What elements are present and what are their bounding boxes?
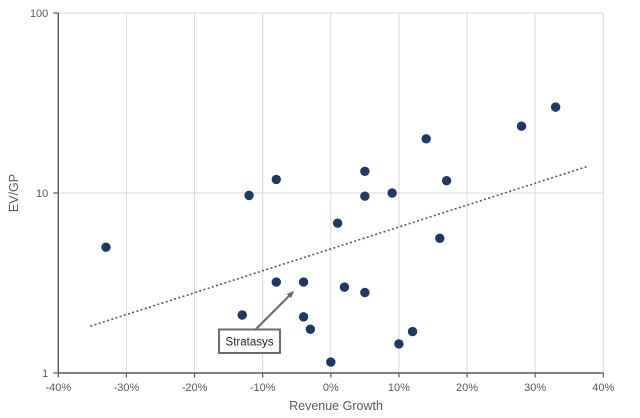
- data-point[interactable]: [360, 287, 370, 298]
- data-point[interactable]: [271, 277, 281, 287]
- tick-labels: -40% -30% -20% -10% 0% 10% 20% 30% 40% 1 10 100: [30, 8, 615, 394]
- data-point[interactable]: [360, 191, 370, 201]
- annotation-label: Stratasys: [226, 337, 274, 349]
- trendline: [90, 165, 589, 327]
- data-point[interactable]: [550, 102, 561, 112]
- x-tick-label: 0%: [323, 382, 339, 394]
- data-point[interactable]: [339, 282, 350, 292]
- x-tick-label: -20%: [182, 382, 208, 394]
- data-point[interactable]: [271, 174, 281, 185]
- annotation-callout: Stratasys: [218, 290, 295, 354]
- annotation-arrow: [255, 290, 295, 330]
- data-point[interactable]: [360, 166, 370, 176]
- x-tick-label: -10%: [250, 382, 276, 394]
- y-axis-title: EV/GP: [7, 174, 21, 212]
- data-point-stratasys[interactable]: [298, 277, 309, 287]
- annotation-box[interactable]: [218, 328, 281, 354]
- data-point[interactable]: [101, 242, 111, 252]
- data-point[interactable]: [244, 190, 254, 201]
- x-tick-label: 20%: [456, 382, 478, 394]
- data-point[interactable]: [516, 121, 527, 131]
- y-tick-label: 100: [30, 8, 48, 20]
- y-tick-label: 1: [42, 368, 48, 380]
- data-point[interactable]: [394, 339, 404, 349]
- data-point[interactable]: [332, 218, 343, 228]
- x-tick-label: 10%: [388, 382, 410, 394]
- x-tick-label: 40%: [592, 382, 614, 394]
- data-point[interactable]: [421, 134, 431, 144]
- y-tick-label: 10: [36, 188, 48, 200]
- x-axis-title: Revenue Growth: [289, 399, 383, 413]
- data-point[interactable]: [326, 357, 336, 367]
- x-tick-label: -40%: [45, 382, 71, 394]
- data-point[interactable]: [435, 233, 445, 244]
- x-tick-label: -30%: [114, 382, 140, 394]
- data-points: [101, 102, 561, 367]
- data-point[interactable]: [237, 310, 247, 320]
- gridlines: [58, 12, 604, 373]
- x-tick-label: 30%: [524, 382, 546, 394]
- data-point[interactable]: [407, 326, 418, 337]
- data-point[interactable]: [305, 324, 316, 334]
- data-point[interactable]: [387, 188, 397, 198]
- data-point[interactable]: [298, 312, 309, 322]
- data-point[interactable]: [441, 176, 452, 186]
- axis-ticks: [53, 12, 604, 378]
